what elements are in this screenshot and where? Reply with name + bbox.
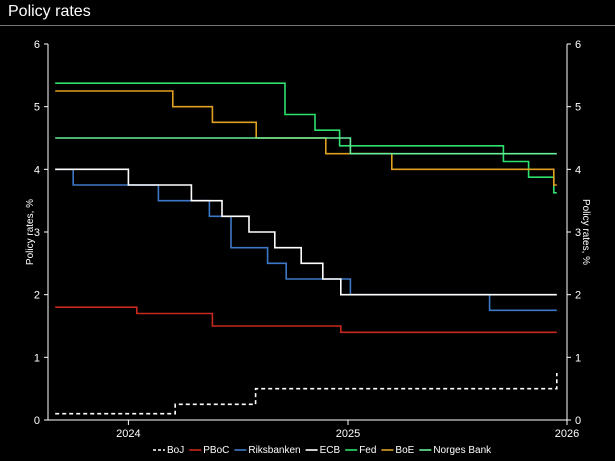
y-tick-label-left: 0 <box>34 415 40 427</box>
legend: BoJ PBoC Riksbanken ECB Fed BoE Norges Bank <box>153 445 492 456</box>
y-tick-label-left: 6 <box>34 39 40 51</box>
x-tick-label: 2026 <box>555 428 579 440</box>
legend-label-pboc: PBoC <box>203 445 229 456</box>
series-line-fed <box>55 82 557 194</box>
y-tick-label-right: 3 <box>575 227 581 239</box>
legend-label-norges-bank: Norges Bank <box>433 445 492 456</box>
y-tick-label-left: 2 <box>34 290 40 302</box>
series-line-riksbanken <box>55 168 557 312</box>
x-tick-label: 2024 <box>116 428 140 440</box>
legend-label-riksbanken: Riksbanken <box>248 445 300 456</box>
series-line-boj <box>55 373 558 415</box>
y-tick-label-left: 5 <box>34 102 40 114</box>
y-tick-label-left: 4 <box>34 164 40 176</box>
y-tick-label-right: 1 <box>575 352 581 364</box>
y-tick-label-right: 2 <box>575 290 581 302</box>
series-line-norges-bank <box>55 137 557 155</box>
y-tick-label-right: 0 <box>575 415 581 427</box>
y-axis-title-left: Policy rates, % <box>25 199 36 265</box>
series-line-ecb <box>55 168 557 296</box>
y-tick-label-right: 4 <box>575 164 581 176</box>
y-axis-title-right: Policy rates, % <box>580 199 591 265</box>
x-tick-label: 2025 <box>336 428 360 440</box>
chart-title: Policy rates <box>8 3 91 20</box>
y-tick-label-left: 1 <box>34 352 40 364</box>
y-tick-label-right: 6 <box>575 39 581 51</box>
legend-label-boe: BoE <box>395 445 414 456</box>
axes: 0 0 1 1 2 2 3 3 4 4 5 5 6 6 2024 2025 2026 Policy rates, … <box>25 39 591 440</box>
y-tick-label-right: 5 <box>575 102 581 114</box>
series-lines <box>55 82 558 415</box>
series-line-pboc <box>55 306 557 334</box>
legend-label-fed: Fed <box>359 445 376 456</box>
legend-label-ecb: ECB <box>320 445 341 456</box>
legend-label-boj: BoJ <box>167 445 184 456</box>
y-tick-label-left: 3 <box>34 227 40 239</box>
title-divider <box>0 25 615 26</box>
